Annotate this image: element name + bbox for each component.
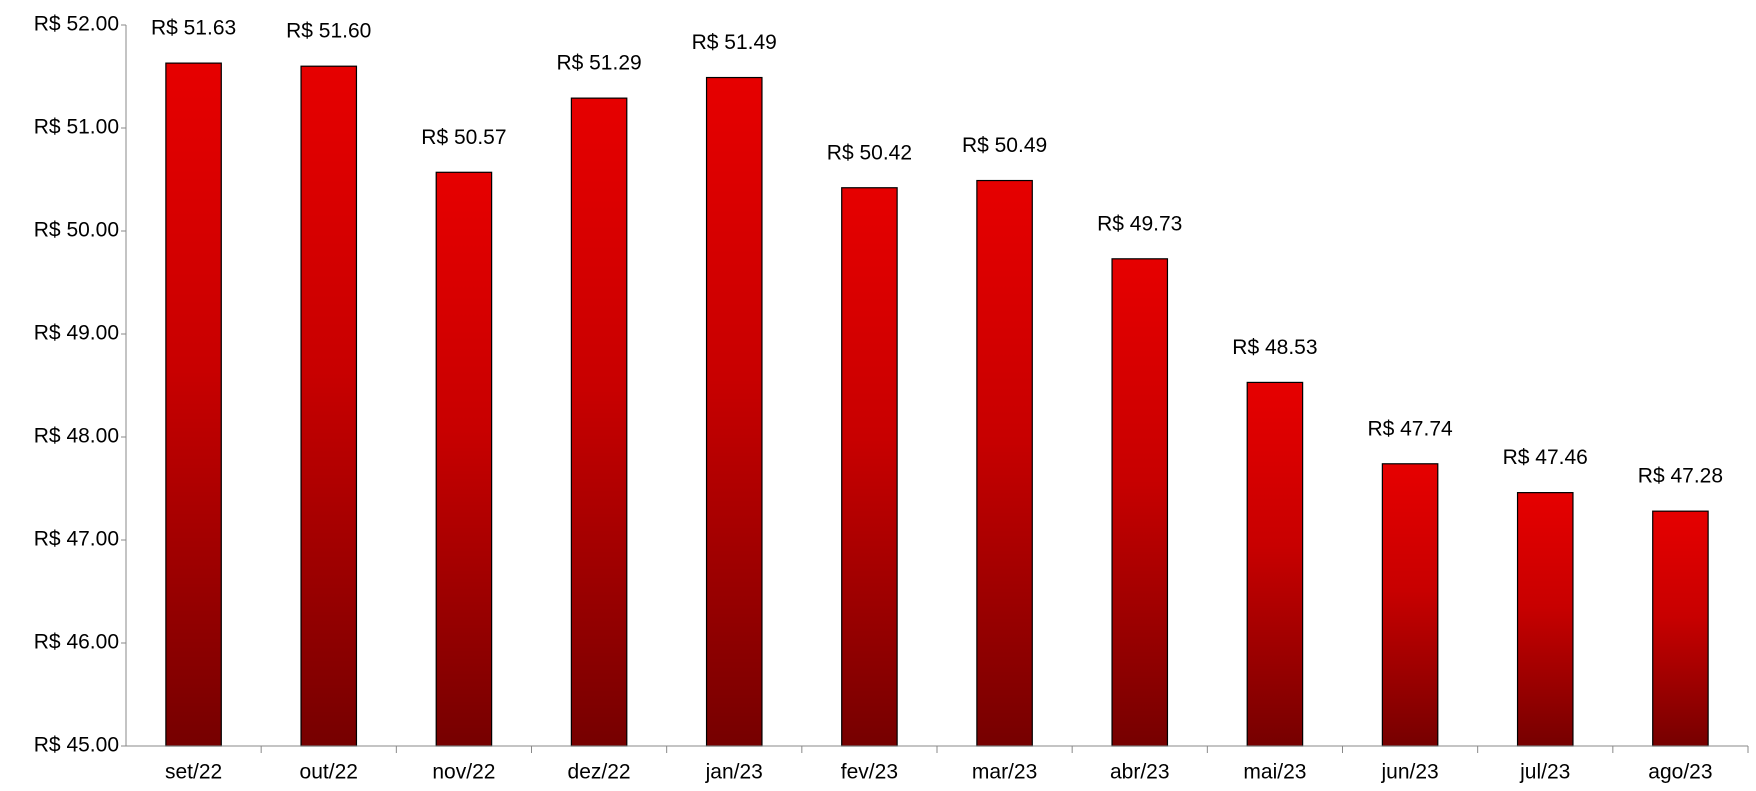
data-label: R$ 47.46 bbox=[1503, 446, 1588, 469]
x-tick-label: mar/23 bbox=[972, 761, 1037, 784]
bar bbox=[1111, 258, 1169, 747]
bar bbox=[570, 97, 628, 747]
data-label: R$ 50.49 bbox=[962, 134, 1047, 157]
data-label: R$ 51.60 bbox=[286, 20, 371, 43]
x-tick-label: jun/23 bbox=[1380, 761, 1438, 784]
data-label: R$ 48.53 bbox=[1232, 336, 1317, 359]
bar bbox=[976, 179, 1033, 747]
data-label: R$ 50.57 bbox=[421, 126, 506, 149]
data-label: R$ 47.74 bbox=[1367, 417, 1453, 440]
data-label: R$ 47.28 bbox=[1638, 465, 1723, 488]
bar bbox=[165, 62, 222, 747]
data-label: R$ 51.49 bbox=[692, 31, 777, 54]
bar bbox=[1516, 492, 1574, 747]
x-tick-label: set/22 bbox=[165, 761, 222, 784]
x-tick-label: jan/23 bbox=[705, 761, 763, 784]
x-tick-label: jul/23 bbox=[1519, 761, 1570, 784]
y-tick-label: R$ 50.00 bbox=[34, 219, 119, 242]
data-label: R$ 51.29 bbox=[556, 52, 641, 75]
y-tick-label: R$ 49.00 bbox=[34, 322, 119, 345]
x-tick-label: abr/23 bbox=[1110, 761, 1170, 784]
y-tick-label: R$ 51.00 bbox=[34, 116, 119, 139]
y-tick-label: R$ 52.00 bbox=[34, 13, 119, 36]
y-tick-label: R$ 48.00 bbox=[34, 425, 119, 448]
x-tick-label: mai/23 bbox=[1243, 761, 1306, 784]
y-tick-label: R$ 46.00 bbox=[34, 631, 119, 654]
x-tick-label: ago/23 bbox=[1648, 761, 1712, 784]
y-tick-label: R$ 47.00 bbox=[34, 528, 119, 551]
x-tick-label: nov/22 bbox=[432, 761, 495, 784]
bar bbox=[1246, 381, 1304, 747]
bar bbox=[300, 65, 358, 747]
bar bbox=[435, 171, 493, 747]
bar bbox=[1652, 510, 1709, 747]
x-tick-label: dez/22 bbox=[568, 761, 631, 784]
data-label: R$ 49.73 bbox=[1097, 212, 1182, 235]
x-tick-label: out/22 bbox=[300, 761, 358, 784]
bar bbox=[841, 187, 898, 747]
data-label: R$ 50.42 bbox=[827, 141, 912, 164]
bar bbox=[705, 76, 763, 747]
data-label: R$ 51.63 bbox=[151, 17, 236, 40]
x-tick-label: fev/23 bbox=[841, 761, 898, 784]
y-tick-label: R$ 45.00 bbox=[34, 734, 119, 757]
bar bbox=[1381, 463, 1439, 747]
